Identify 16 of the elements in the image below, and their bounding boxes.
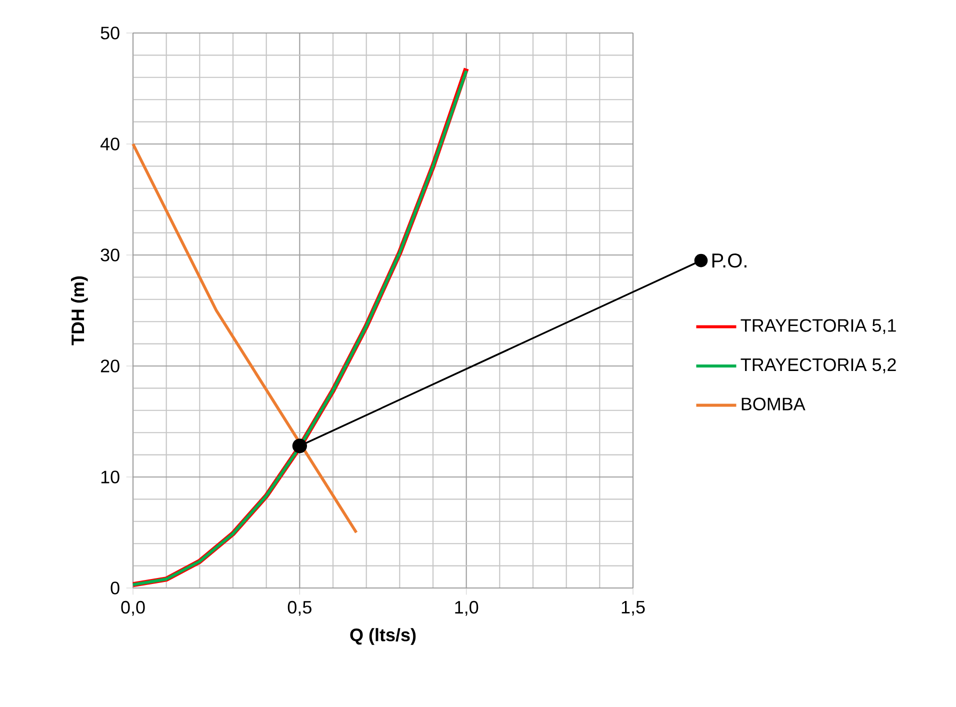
annotation: P.O. [712, 253, 746, 268]
y-tick-label: 30 [100, 248, 120, 262]
x-axis-title: Q (lts/s) [350, 628, 416, 645]
y-tick-label: 10 [101, 470, 120, 484]
y-axis-title: TDH (m) [70, 276, 88, 346]
x-tick-label: 1,0 [455, 600, 478, 616]
legend-label: TRAYECTORIA 5,1 [740, 319, 896, 334]
y-tick-label: 20 [100, 360, 120, 372]
x-tick-label: 0,5 [288, 600, 312, 616]
y-tick-label: 0 [110, 582, 120, 594]
x-tick-label: 0,0 [121, 600, 145, 616]
legend-label: BOMBA [742, 398, 806, 410]
y-tick-label: 40 [100, 138, 120, 150]
legend-label: TRAYECTORIA 5,2 [740, 358, 896, 374]
y-tick-label: 50 [100, 26, 120, 40]
x-tick-label: 1,5 [622, 600, 645, 616]
